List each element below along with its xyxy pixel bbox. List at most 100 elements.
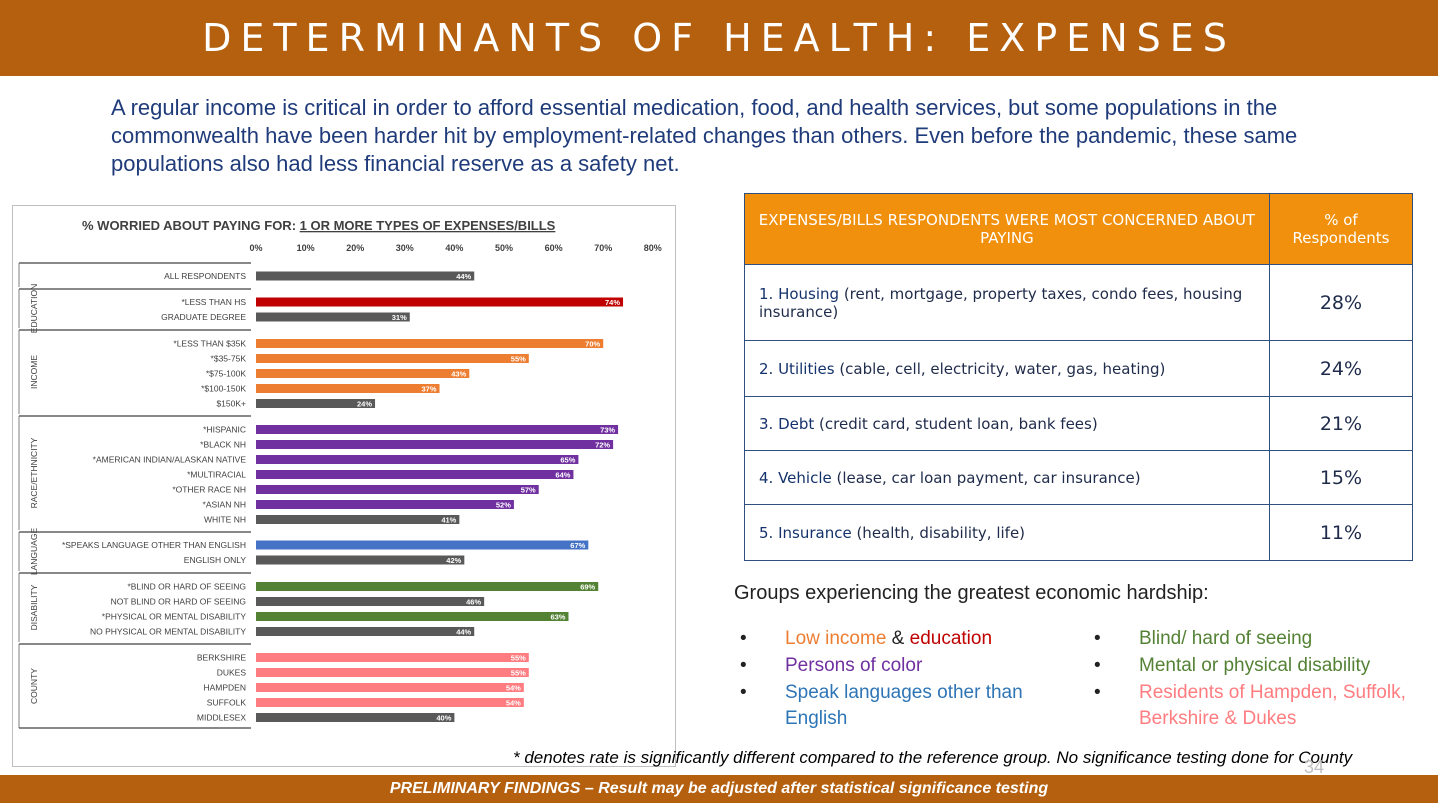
table-header-pct: % of Respondents — [1268, 193, 1414, 265]
bar-value-label: 55% — [511, 355, 526, 364]
bar-value-label: 63% — [550, 613, 565, 622]
bar-category-label: *PHYSICAL OR MENTAL DISABILITY — [102, 612, 247, 622]
bar — [256, 582, 599, 591]
bar — [256, 653, 529, 662]
bar — [256, 384, 440, 393]
bar-category-label: DUKES — [217, 668, 247, 678]
bar — [256, 339, 604, 348]
bar-value-label: 64% — [555, 471, 570, 480]
bar — [256, 369, 470, 378]
bar-category-label: ALL RESPONDENTS — [164, 271, 246, 281]
groups-list-right: • Blind/ hard of seeing • Mental or physic… — [1094, 626, 1424, 733]
bullet-icon: • — [740, 682, 747, 703]
bar-category-label: ENGLISH ONLY — [184, 555, 247, 565]
bar-category-label: *$35-75K — [211, 354, 247, 364]
expense-detail: (lease, car loan payment, car insurance) — [831, 468, 1141, 487]
bar — [256, 440, 614, 449]
bar — [256, 555, 465, 565]
bar-chart-panel: % WORRIED ABOUT PAYING FOR: 1 OR MORE TY… — [12, 205, 676, 767]
expense-label: 3. Debt — [759, 414, 815, 433]
list-item: • Speak languages other than English — [740, 680, 1045, 732]
bar-category-label: SUFFOLK — [207, 698, 247, 708]
group-residents: Residents of Hampden, Suffolk, Berkshire… — [1139, 682, 1406, 729]
bar-category-label: GRADUATE DEGREE — [161, 312, 246, 322]
bar-category-label: *SPEAKS LANGUAGE OTHER THAN ENGLISH — [62, 540, 246, 550]
bullet-icon: • — [1094, 682, 1101, 703]
bar-value-label: 69% — [580, 583, 595, 592]
bar — [256, 597, 485, 606]
expense-label: 2. Utilities — [759, 359, 835, 378]
bar-value-label: 67% — [570, 541, 585, 550]
bar-value-label: 55% — [511, 654, 526, 663]
bar-value-label: 54% — [506, 684, 521, 693]
table-cell-expense: 3. Debt (credit card, student loan, bank… — [744, 396, 1270, 451]
group-label: RACE/ETHNICITY — [29, 437, 39, 508]
bar-category-label: $150K+ — [216, 399, 246, 409]
expense-detail: (cable, cell, electricity, water, gas, h… — [834, 359, 1166, 378]
bar-value-label: 70% — [585, 340, 600, 349]
bar-value-label: 52% — [496, 501, 511, 510]
table-cell-expense: 1. Housing (rent, mortgage, property tax… — [744, 264, 1270, 341]
bar — [256, 515, 460, 524]
group-amp: & — [886, 628, 910, 649]
bar-value-label: 44% — [456, 628, 471, 637]
table-header-item: EXPENSES/BILLS RESPONDENTS WERE MOST CON… — [744, 193, 1270, 265]
bullet-icon: • — [740, 655, 747, 676]
chart-title-emphasis: 1 OR MORE TYPES OF EXPENSES/BILLS — [300, 218, 556, 233]
bar — [256, 485, 539, 494]
bar-value-label: 57% — [521, 486, 536, 495]
bar-value-label: 37% — [422, 385, 437, 394]
bar-value-label: 31% — [392, 313, 407, 322]
table-cell-expense: 5. Insurance (health, disability, life) — [744, 504, 1270, 561]
expense-label: 5. Insurance — [759, 523, 852, 542]
bar-category-label: *AMERICAN INDIAN/ALASKAN NATIVE — [93, 455, 247, 465]
footnote: * denotes rate is significantly differen… — [513, 748, 1353, 767]
bar-category-label: *BLIND OR HARD OF SEEING — [127, 582, 246, 592]
bar-value-label: 24% — [357, 400, 372, 409]
bar — [256, 455, 579, 464]
page-number: 34 — [1304, 757, 1325, 777]
bar-category-label: MIDDLESEX — [197, 713, 246, 723]
group-label: DISABILITY — [29, 584, 39, 630]
group-education: education — [909, 628, 993, 649]
bar-value-label: 73% — [600, 426, 615, 435]
group-label: LANGUAGE — [29, 528, 39, 576]
expense-detail: (rent, mortgage, property taxes, condo f… — [759, 284, 1243, 321]
bar-value-label: 40% — [436, 714, 451, 723]
table-cell-expense: 2. Utilities (cable, cell, electricity, … — [744, 340, 1270, 397]
bar-value-label: 46% — [466, 598, 481, 607]
page-title: DETERMINANTS OF HEALTH: EXPENSES — [202, 16, 1236, 60]
bar — [256, 399, 376, 408]
groups-title: Groups experiencing the greatest economi… — [734, 582, 1209, 604]
table-row: 5. Insurance (health, disability, life) … — [744, 504, 1414, 561]
table-cell-pct: 28% — [1268, 264, 1414, 341]
bar-category-label: *OTHER RACE NH — [172, 485, 246, 495]
bar-value-label: 74% — [605, 298, 620, 307]
group-low-income: Low income — [785, 628, 887, 649]
bar-category-label: NO PHYSICAL OR MENTAL DISABILITY — [90, 627, 246, 637]
bar-value-label: 72% — [595, 441, 610, 450]
bar-value-label: 44% — [456, 272, 471, 281]
expense-label: 4. Vehicle — [759, 468, 832, 487]
bar-category-label: *ASIAN NH — [203, 500, 246, 510]
table-cell-expense: 4. Vehicle (lease, car loan payment, car… — [744, 450, 1270, 505]
group-label: COUNTY — [29, 668, 39, 704]
bar-chart: % WORRIED ABOUT PAYING FOR: 1 OR MORE TY… — [18, 218, 662, 729]
bar — [256, 683, 524, 692]
bar — [256, 627, 475, 636]
table-row: 4. Vehicle (lease, car loan payment, car… — [744, 450, 1414, 505]
groups-list-left: • Low income & education • Persons of colo… — [740, 626, 1060, 733]
table-cell-pct: 24% — [1268, 340, 1414, 397]
table-header-row: EXPENSES/BILLS RESPONDENTS WERE MOST CON… — [744, 193, 1414, 265]
bar-category-label: *HISPANIC — [203, 425, 246, 435]
table-cell-pct: 11% — [1268, 504, 1414, 561]
chart-title-prefix: % WORRIED ABOUT PAYING FOR: — [82, 218, 300, 233]
table-cell-pct: 15% — [1268, 450, 1414, 505]
bar-value-label: 41% — [441, 516, 456, 525]
bar-category-label: HAMPDEN — [203, 683, 246, 693]
group-speak-languages: Speak languages other than English — [785, 682, 1023, 729]
bar-category-label: NOT BLIND OR HARD OF SEEING — [111, 597, 246, 607]
bar-category-label: *MULTIRACIAL — [187, 470, 246, 480]
bar — [256, 271, 475, 281]
bar — [256, 668, 529, 677]
